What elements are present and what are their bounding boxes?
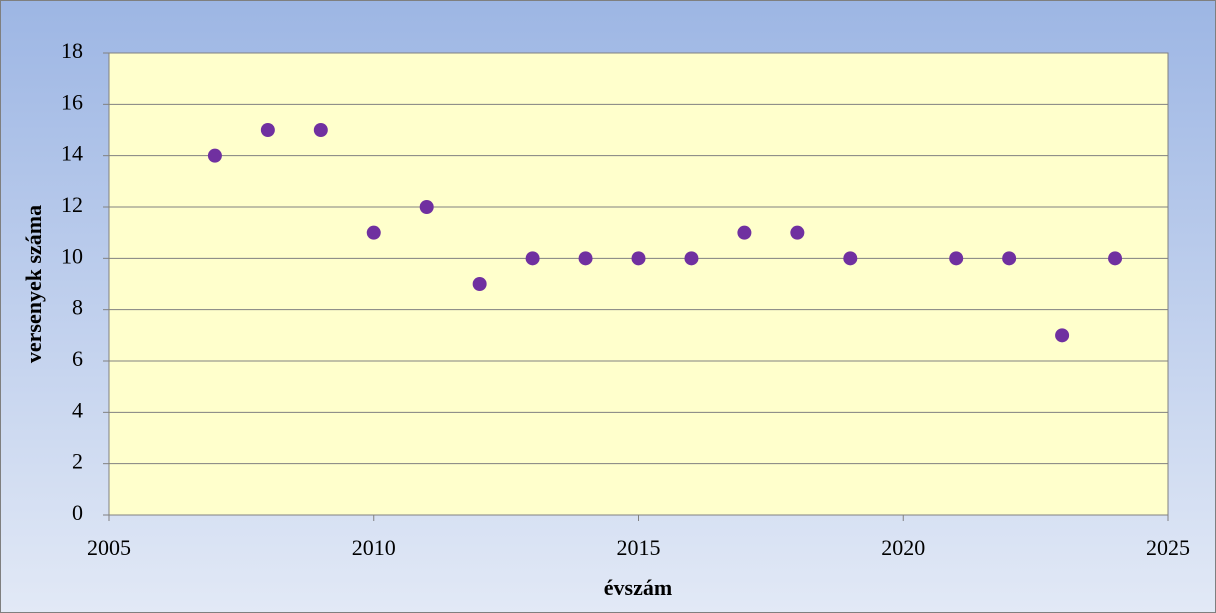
data-point: [313, 123, 328, 137]
data-point: [419, 200, 434, 214]
y-tick-label: 0: [72, 500, 83, 525]
data-point: [578, 251, 593, 266]
data-point: [1108, 251, 1123, 266]
data-point: [260, 123, 275, 137]
x-tick-label: 2005: [87, 535, 131, 560]
data-point: [525, 251, 540, 266]
marks: [207, 123, 1123, 343]
y-tick-label: 2: [72, 449, 83, 474]
y-tick-label: 10: [61, 243, 83, 268]
data-point: [737, 225, 752, 240]
y-tick-label: 14: [61, 141, 83, 166]
data-point: [843, 251, 858, 266]
y-tick-label: 16: [61, 89, 83, 114]
data-point: [1002, 251, 1017, 266]
data-point: [631, 251, 646, 266]
plot-area: [109, 53, 1168, 515]
data-point: [1055, 328, 1070, 343]
data-point: [472, 277, 487, 291]
x-tick-label: 2010: [352, 535, 396, 560]
x-tick-label: 2015: [617, 535, 661, 560]
y-tick-label: 12: [61, 192, 83, 217]
data-point: [684, 251, 699, 266]
data-point: [790, 225, 805, 240]
y-axis-title: versenyek száma: [21, 205, 46, 363]
x-tick-label: 2025: [1146, 535, 1190, 560]
data-point: [207, 148, 222, 163]
data-point: [949, 251, 964, 266]
y-tick-label: 6: [72, 346, 83, 371]
y-tick-label: 4: [72, 397, 83, 422]
data-point: [366, 225, 381, 240]
x-tick-label: 2020: [881, 535, 925, 560]
x-axis-title: évszám: [604, 575, 672, 600]
y-tick-label: 18: [61, 38, 83, 63]
y-tick-label: 8: [72, 295, 83, 320]
